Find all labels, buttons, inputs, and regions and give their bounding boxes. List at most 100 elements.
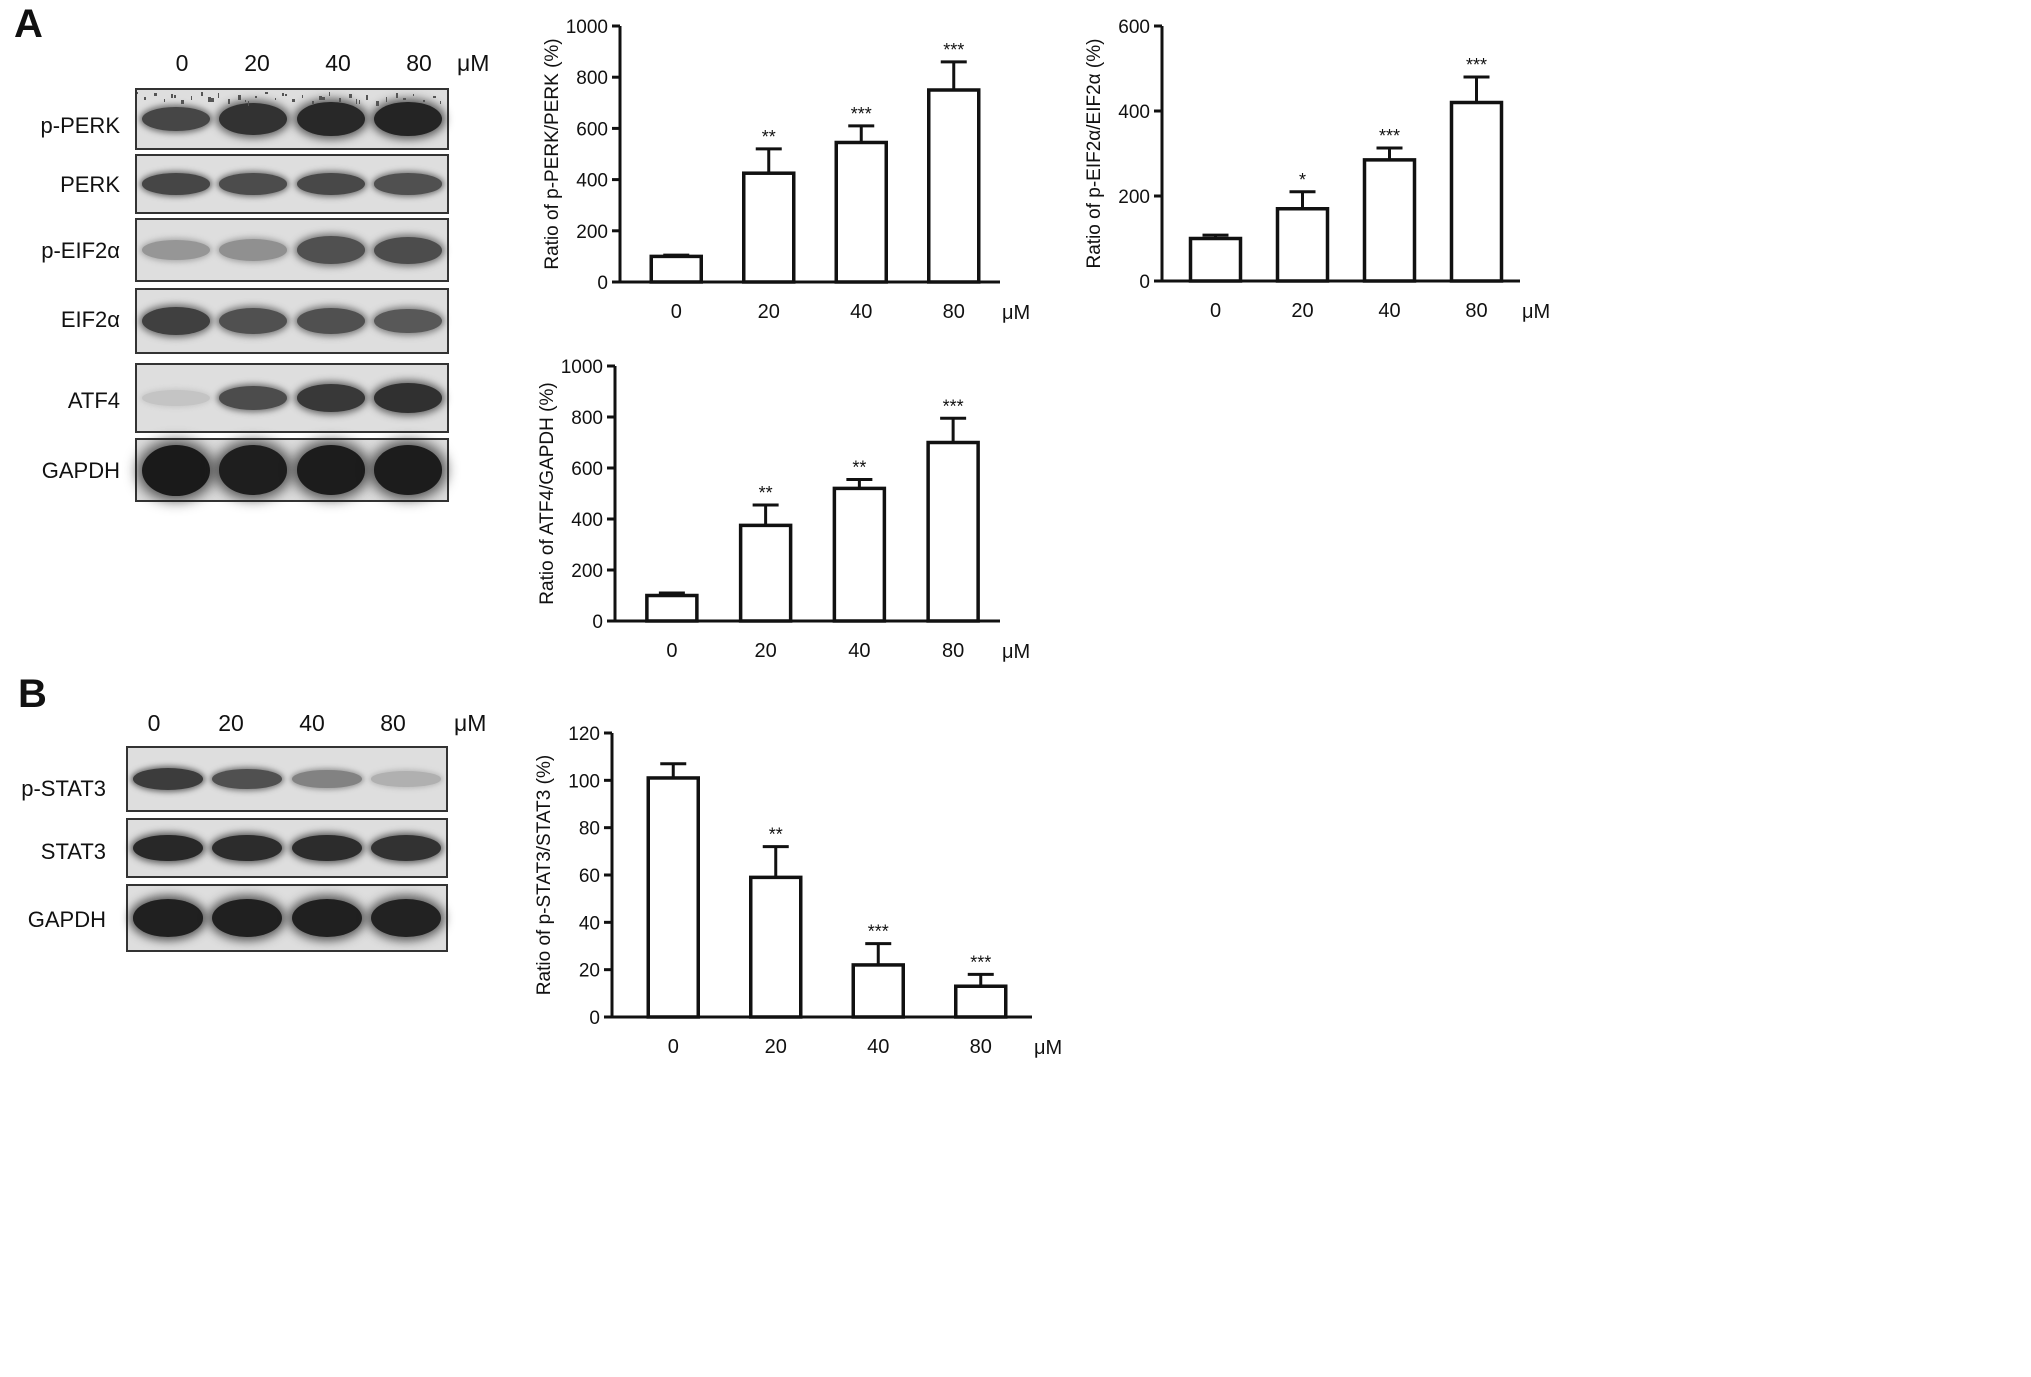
blot-label: PERK [60,172,120,197]
x-tick-label: 0 [668,1036,679,1058]
bar [646,776,700,1019]
y-tick-label: 20 [579,961,600,982]
blot-band [141,239,210,261]
bar [1188,236,1243,283]
chart-p-stat3-ratio: 0 20 40 60 80 100 120 Ratio of p-STAT3/STAT3 (%… [534,724,1062,1059]
y-tick-label: 800 [571,408,603,429]
blot-label: EIF2α [60,307,120,332]
x-tick-label: 0 [666,640,677,662]
blot-speck [433,96,436,98]
blot-strip [135,88,449,150]
blot-band [141,307,210,335]
blot-band [374,173,443,195]
y-tick-label: 200 [1118,187,1150,208]
significance-label: ** [762,127,776,147]
blot-band [212,768,283,790]
blot-band [132,899,203,937]
blot-speck [275,98,276,100]
blot-speck [413,94,414,96]
blot-strip [126,884,448,952]
lane-label: 20 [218,710,244,736]
blot-band [141,106,210,132]
panel-a-letter: A [14,2,43,46]
blot-speck [376,101,379,106]
significance-label: *** [1379,126,1400,146]
y-tick-label: 60 [579,866,600,887]
blot-speck [359,100,360,104]
blot-band [374,101,443,137]
lane-label: 80 [406,50,432,76]
blot-label: p-STAT3 [21,776,106,801]
blot-speck [154,93,157,96]
x-tick-label: 80 [942,640,964,662]
blot-speck [440,101,441,104]
blot-speck [356,99,357,104]
y-axis-title: Ratio of p-STAT3/STAT3 (%) [534,755,555,995]
bar [954,984,1008,1019]
lane-label: 0 [175,50,189,76]
blot-band [291,834,362,862]
y-tick-label: 800 [576,68,608,89]
y-tick-label: 80 [579,819,600,840]
blot-speck [396,93,398,98]
blot-speck [302,95,303,98]
blot-speck [339,98,341,102]
blot-speck [329,92,330,96]
blot-band [291,898,362,938]
y-tick-label: 100 [568,771,600,792]
blot-speck [208,97,211,102]
blot-speck [164,99,165,102]
blot-speck [319,96,322,100]
significance-label: * [1299,170,1306,190]
bar [834,140,888,284]
blot-speck [171,94,173,98]
blot-band [296,307,365,334]
blot-strip [135,438,449,502]
blot-band [296,101,365,137]
blot-band [141,389,210,407]
blot-speck [238,95,241,100]
bar [927,88,981,284]
significance-label: *** [868,922,889,942]
blot-strip [135,154,449,214]
x-tick-label: 40 [867,1036,889,1058]
blot-band [371,771,442,787]
blot-speck [292,99,295,102]
y-tick-label: 200 [576,222,608,243]
blot-speck [403,98,406,100]
unit-label: μM [454,710,487,736]
panel-b-letter: B [18,672,47,716]
blot-speck [312,101,314,104]
y-axis-title: Ratio of p-PERK/PERK (%) [542,38,563,269]
significance-label: ** [769,825,783,845]
x-unit-label: μM [1522,301,1550,323]
blot-speck [218,93,219,98]
blot-band [296,172,365,196]
bar [742,171,796,284]
y-tick-label: 0 [592,612,603,633]
lane-label: 40 [299,710,325,736]
lane-label: 0 [147,710,161,736]
x-tick-label: 80 [1465,300,1487,322]
blot-strip [135,218,449,282]
chart-p-eif2a-ratio: 0 200 400 600 Ratio of p-EIF2α/EIF2α (%) 0 * 20… [1084,17,1550,323]
y-axis-title: Ratio of p-EIF2α/EIF2α (%) [1084,39,1105,269]
blot-band [212,898,283,938]
blot-band [141,444,210,496]
blot-speck [201,92,203,96]
blot-label: ATF4 [67,388,120,413]
blot-band [141,173,210,195]
y-tick-label: 0 [1139,272,1150,293]
blot-band [296,384,365,412]
blot-speck [322,97,325,100]
blot-band [374,445,443,495]
significance-label: ** [852,457,866,477]
bar [645,593,699,623]
x-tick-label: 0 [671,301,682,323]
blot-speck [228,99,230,104]
x-tick-label: 20 [758,301,780,323]
lane-label: 40 [325,50,351,76]
y-tick-label: 600 [1118,17,1150,38]
y-tick-label: 400 [576,171,608,192]
